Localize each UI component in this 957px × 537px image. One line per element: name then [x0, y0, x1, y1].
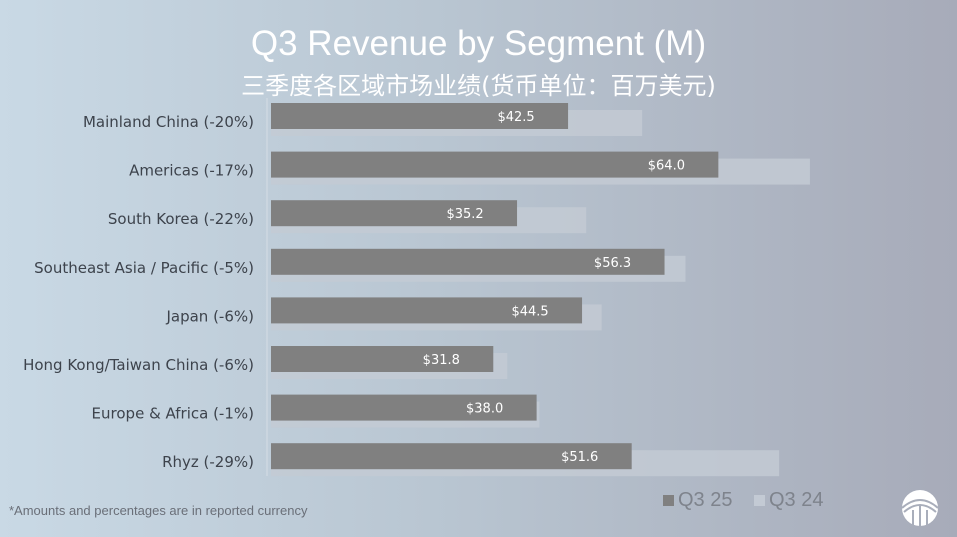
data-label: $44.5: [511, 304, 548, 319]
bar-q3-25: [271, 394, 537, 421]
category-label: Hong Kong/Taiwan China (-6%): [23, 356, 254, 374]
category-label: Rhyz (-29%): [162, 453, 254, 471]
legend-swatch: [754, 495, 765, 506]
bar-q3-25: [271, 443, 632, 470]
legend-label: Q3 24: [769, 489, 824, 511]
data-label: $42.5: [497, 110, 534, 125]
data-label: $38.0: [466, 402, 503, 417]
category-label: Japan (-6%): [165, 307, 254, 325]
bar-q3-25: [271, 297, 583, 324]
legend-label: Q3 25: [678, 489, 733, 511]
data-label: $56.3: [594, 256, 631, 271]
data-label: $35.2: [446, 207, 483, 222]
data-label: $64.0: [648, 159, 685, 174]
bar-q3-25: [271, 248, 665, 275]
data-label: $51.6: [561, 450, 598, 465]
category-label: Southeast Asia / Pacific (-5%): [34, 259, 254, 277]
company-logo: [901, 490, 939, 526]
bar-q3-25: [271, 151, 719, 178]
legend-item-q3-24: Q3 24: [754, 489, 823, 512]
legend-item-q3-25: Q3 25: [663, 489, 732, 512]
legend-swatch: [663, 495, 674, 506]
chart-subtitle: 三季度各区域市场业绩(货币单位：百万美元): [241, 72, 716, 100]
category-label: Europe & Africa (-1%): [92, 405, 254, 423]
chart-title: Q3 Revenue by Segment (M): [250, 24, 707, 63]
data-label: $31.8: [423, 353, 460, 368]
category-label: Americas (-17%): [129, 162, 254, 180]
footnote: *Amounts and percentages are in reported…: [9, 503, 308, 518]
category-label: Mainland China (-20%): [83, 113, 254, 131]
category-label: South Korea (-22%): [108, 210, 254, 228]
bar-q3-25: [271, 200, 518, 227]
bar-q3-25: [271, 103, 569, 129]
bar-q3-25: [271, 346, 494, 372]
